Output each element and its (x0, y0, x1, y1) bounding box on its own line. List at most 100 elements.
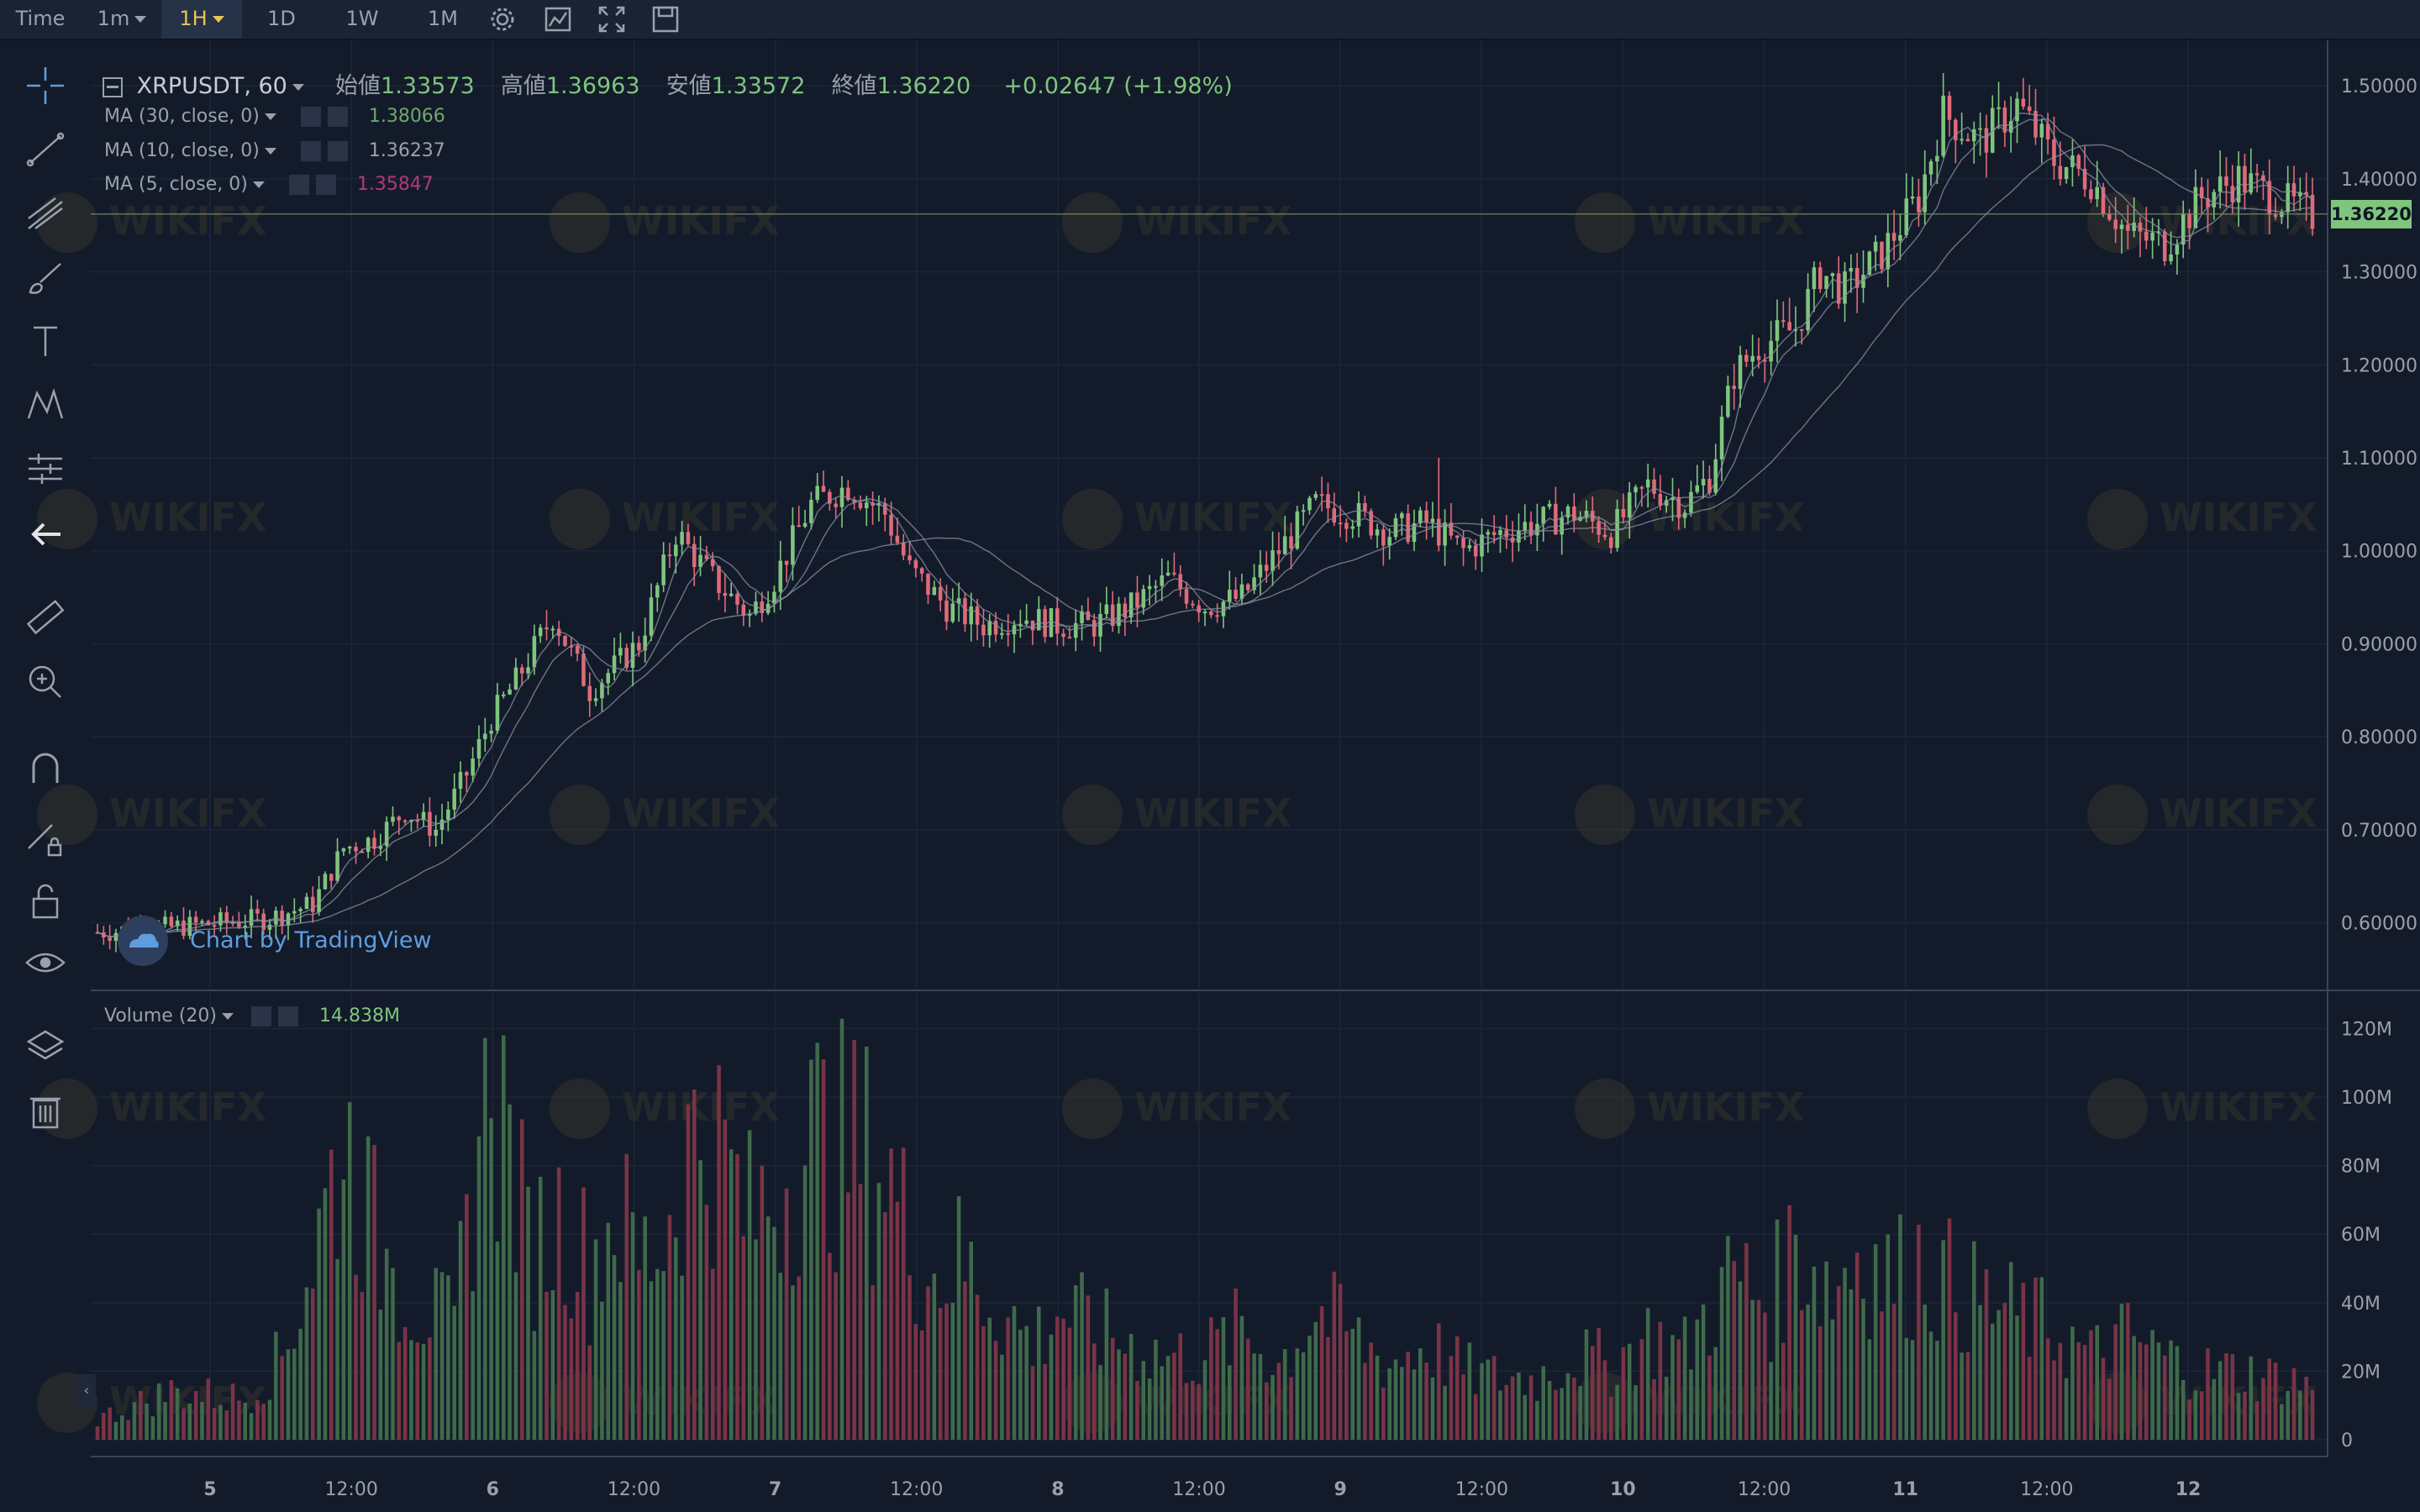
candle[interactable] (1517, 530, 1521, 543)
candle[interactable] (2144, 231, 2149, 241)
candle[interactable] (1264, 564, 1269, 571)
candle[interactable] (292, 911, 297, 914)
candle[interactable] (2002, 107, 2007, 133)
candle[interactable] (950, 603, 955, 622)
chevron-down-icon[interactable] (252, 181, 265, 188)
candle[interactable] (772, 591, 776, 604)
candle[interactable] (1954, 119, 1958, 141)
candle[interactable] (489, 731, 493, 734)
candle[interactable] (1258, 564, 1263, 578)
lock-drawing-icon[interactable] (22, 815, 69, 862)
candle[interactable] (519, 667, 524, 674)
candle[interactable] (1528, 522, 1534, 536)
candle[interactable] (2243, 165, 2247, 193)
candle[interactable] (674, 544, 678, 557)
candle[interactable] (834, 503, 838, 507)
candle[interactable] (1935, 155, 1939, 162)
candle[interactable] (1867, 251, 1872, 276)
candle[interactable] (1080, 611, 1084, 623)
candle[interactable] (513, 667, 518, 690)
candle[interactable] (618, 648, 623, 656)
candle[interactable] (1006, 633, 1010, 635)
candle[interactable] (2199, 186, 2204, 199)
candle[interactable] (1602, 534, 1607, 538)
settings-icon[interactable] (288, 175, 309, 195)
candle[interactable] (981, 624, 986, 636)
eye-icon[interactable] (22, 939, 69, 986)
candle[interactable] (1707, 479, 1712, 493)
candle[interactable] (969, 606, 974, 625)
candle[interactable] (747, 613, 752, 616)
candle[interactable] (852, 500, 856, 503)
candle[interactable] (1393, 517, 1398, 538)
candle[interactable] (1615, 508, 1619, 549)
candle[interactable] (1744, 354, 1749, 362)
candle[interactable] (1043, 609, 1047, 638)
candle[interactable] (2267, 181, 2272, 215)
pitchfork-icon[interactable] (22, 190, 69, 237)
candle[interactable] (1086, 611, 1091, 621)
candle[interactable] (1037, 609, 1041, 631)
candle[interactable] (1363, 503, 1367, 512)
candle[interactable] (501, 694, 506, 696)
candle[interactable] (372, 837, 376, 849)
candle[interactable] (2033, 111, 2038, 138)
candle[interactable] (1799, 328, 1804, 331)
candle[interactable] (1664, 500, 1669, 506)
candle[interactable] (2162, 231, 2167, 261)
candle[interactable] (243, 926, 248, 928)
candle[interactable] (1904, 198, 1909, 235)
candle[interactable] (1634, 486, 1638, 493)
candle[interactable] (1676, 497, 1681, 518)
candle[interactable] (1726, 386, 1730, 417)
candle[interactable] (2107, 213, 2112, 220)
trend-line-icon[interactable] (22, 126, 69, 173)
candle[interactable] (1215, 615, 1219, 617)
candle[interactable] (1461, 538, 1465, 549)
candle[interactable] (1313, 494, 1318, 498)
candle[interactable] (1350, 526, 1355, 529)
candle[interactable] (476, 738, 481, 759)
candle[interactable] (908, 555, 912, 561)
candle[interactable] (2126, 224, 2130, 231)
candle[interactable] (1092, 620, 1097, 637)
candle[interactable] (1787, 322, 1791, 331)
candle[interactable] (735, 593, 739, 605)
candle[interactable] (1191, 603, 1195, 606)
candle[interactable] (944, 600, 949, 622)
candle[interactable] (402, 820, 408, 822)
candle[interactable] (2310, 194, 2315, 229)
candle[interactable] (1960, 139, 1964, 141)
candle[interactable] (1030, 620, 1035, 631)
candle[interactable] (760, 601, 765, 613)
candle[interactable] (169, 916, 174, 927)
candle[interactable] (1147, 585, 1152, 590)
candle[interactable] (434, 829, 438, 836)
candle[interactable] (821, 486, 826, 492)
candle[interactable] (729, 593, 734, 596)
candle[interactable] (384, 822, 389, 847)
candle[interactable] (802, 522, 808, 528)
candle[interactable] (1252, 577, 1256, 591)
candle[interactable] (1282, 536, 1287, 554)
candle[interactable] (1467, 545, 1472, 549)
candle[interactable] (1239, 584, 1244, 599)
candle[interactable] (1891, 233, 1897, 241)
candle[interactable] (298, 908, 302, 911)
unlock-icon[interactable] (22, 877, 69, 924)
candle[interactable] (2150, 232, 2154, 241)
candle[interactable] (741, 604, 746, 616)
ma-10-label[interactable]: MA (10, close, 0) (104, 140, 260, 161)
candle[interactable] (1565, 506, 1570, 518)
candle[interactable] (538, 627, 543, 637)
candle[interactable] (828, 491, 832, 504)
candle[interactable] (1178, 574, 1182, 590)
candle[interactable] (1270, 550, 1275, 571)
candle[interactable] (304, 896, 309, 909)
candle[interactable] (1245, 584, 1250, 591)
candle[interactable] (667, 554, 672, 557)
candle[interactable] (2254, 173, 2260, 176)
candle[interactable] (1018, 623, 1023, 626)
interval-1w[interactable]: 1W (345, 7, 379, 30)
candle[interactable] (1424, 510, 1428, 523)
